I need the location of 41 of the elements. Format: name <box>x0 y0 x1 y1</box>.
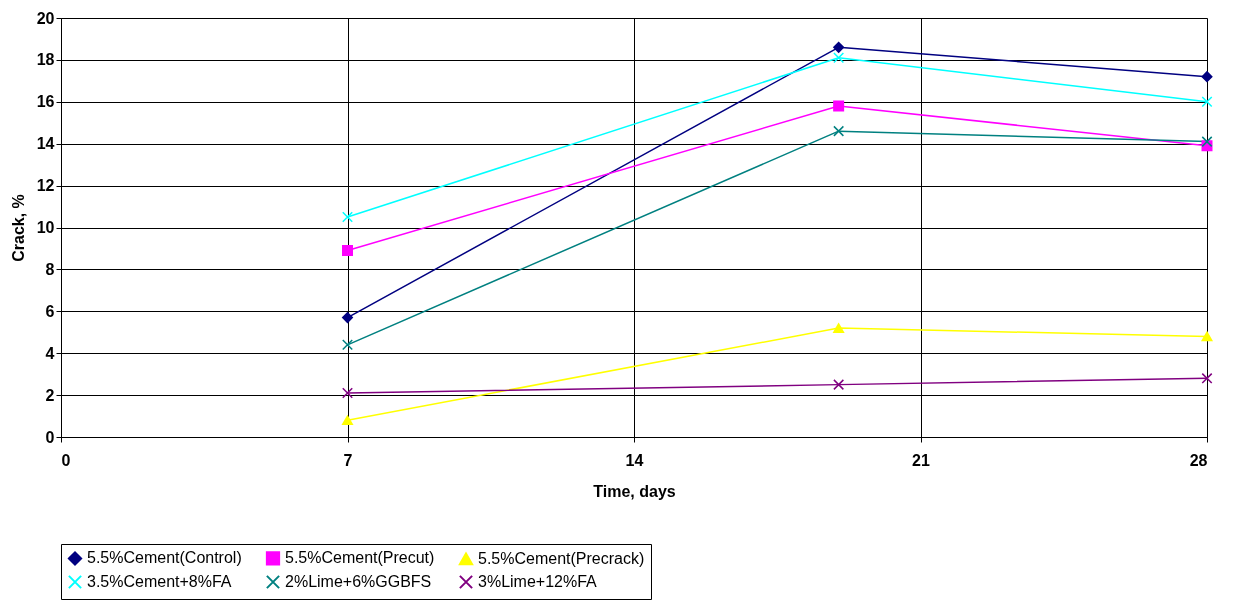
legend-label: 3%Lime+12%FA <box>478 573 598 590</box>
point <box>1201 71 1213 83</box>
point <box>342 387 353 399</box>
y-tick-label: 6 <box>45 302 55 320</box>
x-tick-label: 7 <box>343 451 353 469</box>
legend-label: 3.5%Cement+8%FA <box>87 573 232 590</box>
point <box>833 125 845 137</box>
y-tick-label: 2 <box>45 386 55 404</box>
point <box>342 415 353 426</box>
legend-label: 2%Lime+6%GGBFS <box>285 573 432 590</box>
point <box>833 41 845 53</box>
point <box>342 339 353 351</box>
point <box>1201 96 1213 108</box>
point <box>833 100 845 112</box>
y-tick-label: 0 <box>45 428 55 446</box>
y-tick-label: 18 <box>36 51 55 69</box>
point <box>1201 331 1213 342</box>
x-tick-label: 21 <box>912 451 930 469</box>
y-tick-label: 10 <box>36 219 55 236</box>
point <box>342 245 353 257</box>
legend-label: 5.5%Cement(Precrack) <box>478 549 645 567</box>
point <box>833 323 845 333</box>
point <box>1201 372 1213 384</box>
point <box>342 312 353 324</box>
point <box>833 52 845 64</box>
x-axis-title: Time, days <box>593 482 676 500</box>
y-tick-label: 8 <box>45 260 55 278</box>
point <box>342 211 353 223</box>
y-tick-label: 4 <box>45 344 55 362</box>
point <box>833 379 845 391</box>
y-axis-title: Crack, % <box>9 194 27 262</box>
x-tick-label: 28 <box>1189 451 1208 469</box>
y-tick-label: 16 <box>36 93 55 111</box>
x-tick-label: 14 <box>625 451 644 469</box>
y-tick-label: 14 <box>36 135 55 153</box>
x-tick-label: 0 <box>61 451 71 469</box>
point <box>1201 136 1213 148</box>
legend-label: 5.5%Cement(Control) <box>87 549 242 567</box>
y-tick-label: 20 <box>36 9 55 27</box>
y-tick-label: 12 <box>36 177 55 195</box>
legend-label: 5.5%Cement(Precut) <box>285 549 435 567</box>
